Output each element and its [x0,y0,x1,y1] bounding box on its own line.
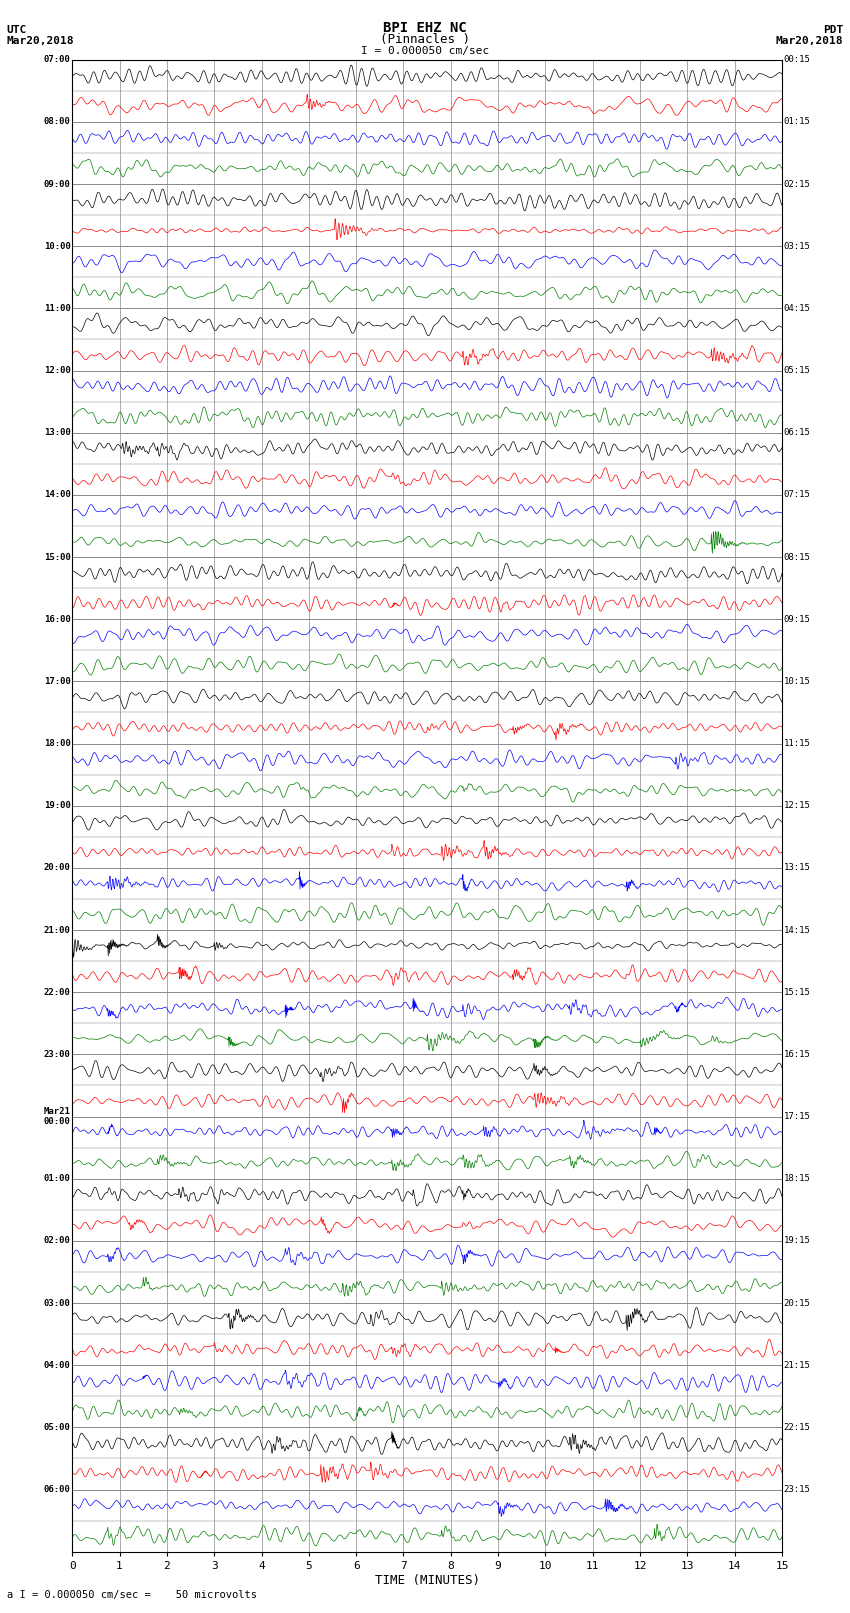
Text: 07:15: 07:15 [784,490,811,500]
Text: 18:15: 18:15 [784,1174,811,1184]
Text: 14:15: 14:15 [784,926,811,934]
X-axis label: TIME (MINUTES): TIME (MINUTES) [375,1574,479,1587]
Text: a I = 0.000050 cm/sec =    50 microvolts: a I = 0.000050 cm/sec = 50 microvolts [7,1590,257,1600]
Text: I = 0.000050 cm/sec: I = 0.000050 cm/sec [361,45,489,56]
Text: 01:00: 01:00 [43,1174,71,1184]
Text: 03:00: 03:00 [43,1298,71,1308]
Text: 17:15: 17:15 [784,1111,811,1121]
Text: 08:00: 08:00 [43,118,71,126]
Text: PDT: PDT [823,24,843,35]
Text: 04:00: 04:00 [43,1361,71,1369]
Text: 11:15: 11:15 [784,739,811,748]
Text: 10:00: 10:00 [43,242,71,250]
Text: Mar21
00:00: Mar21 00:00 [43,1107,71,1126]
Text: 23:15: 23:15 [784,1486,811,1494]
Text: 20:15: 20:15 [784,1298,811,1308]
Text: 04:15: 04:15 [784,303,811,313]
Text: 06:15: 06:15 [784,427,811,437]
Text: 13:00: 13:00 [43,427,71,437]
Text: 03:15: 03:15 [784,242,811,250]
Text: 05:15: 05:15 [784,366,811,374]
Text: 02:00: 02:00 [43,1237,71,1245]
Text: 14:00: 14:00 [43,490,71,500]
Text: 02:15: 02:15 [784,179,811,189]
Text: 01:15: 01:15 [784,118,811,126]
Text: 22:15: 22:15 [784,1423,811,1432]
Text: 12:00: 12:00 [43,366,71,374]
Text: 13:15: 13:15 [784,863,811,873]
Text: 09:15: 09:15 [784,615,811,624]
Text: 15:15: 15:15 [784,987,811,997]
Text: 16:00: 16:00 [43,615,71,624]
Text: 18:00: 18:00 [43,739,71,748]
Text: UTC: UTC [7,24,27,35]
Text: 11:00: 11:00 [43,303,71,313]
Text: 20:00: 20:00 [43,863,71,873]
Text: 09:00: 09:00 [43,179,71,189]
Text: 08:15: 08:15 [784,553,811,561]
Text: 10:15: 10:15 [784,677,811,686]
Text: 17:00: 17:00 [43,677,71,686]
Text: 15:00: 15:00 [43,553,71,561]
Text: BPI EHZ NC: BPI EHZ NC [383,21,467,35]
Text: 16:15: 16:15 [784,1050,811,1058]
Text: 07:00: 07:00 [43,55,71,65]
Text: 19:15: 19:15 [784,1237,811,1245]
Text: Mar20,2018: Mar20,2018 [776,35,843,45]
Text: 05:00: 05:00 [43,1423,71,1432]
Text: 19:00: 19:00 [43,802,71,810]
Text: 21:00: 21:00 [43,926,71,934]
Text: (Pinnacles ): (Pinnacles ) [380,32,470,45]
Text: 06:00: 06:00 [43,1486,71,1494]
Text: 22:00: 22:00 [43,987,71,997]
Text: 00:15: 00:15 [784,55,811,65]
Text: 12:15: 12:15 [784,802,811,810]
Text: Mar20,2018: Mar20,2018 [7,35,74,45]
Text: 21:15: 21:15 [784,1361,811,1369]
Text: 23:00: 23:00 [43,1050,71,1058]
